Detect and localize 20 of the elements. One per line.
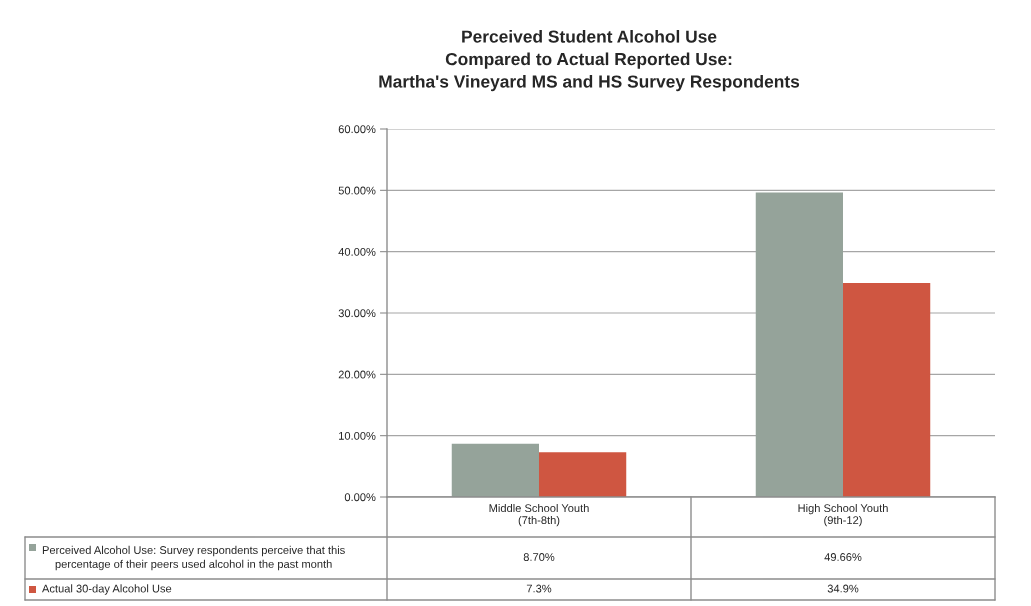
bar [843,282,931,497]
data-label: 34.9% [827,584,859,593]
y-tick-label: 30.00% [338,309,376,318]
bar [755,192,843,497]
y-tick-label: 50.00% [338,186,376,195]
y-tick-label: 10.00% [339,431,376,440]
data-label: 7.3% [526,584,552,593]
bar [451,443,539,497]
data-label: 49.66% [824,553,862,561]
x-tick-label: Middle School Youth (7th-8th) [489,503,589,527]
legend-label: Perceived Alcohol Use: Survey respondents perceive that this percentage of their peers used alcohol in the past month [42,545,345,571]
chart-title: Perceived Student Alcohol Use Compared to Actual Reported Use: Martha's Vineyard MS and HS Survey Respondents [379,30,800,92]
legend-label: Actual 30-day Alcohol Use [42,584,172,595]
y-tick-label: 0.00% [344,493,376,502]
y-tick-label: 60.00% [338,125,376,134]
y-tick-label: 40.00% [338,247,376,256]
x-tick-label: High School Youth (9th-12) [798,503,888,527]
bar [539,452,627,497]
data-label: 8.70% [523,553,555,561]
y-tick-label: 20.00% [338,370,376,379]
